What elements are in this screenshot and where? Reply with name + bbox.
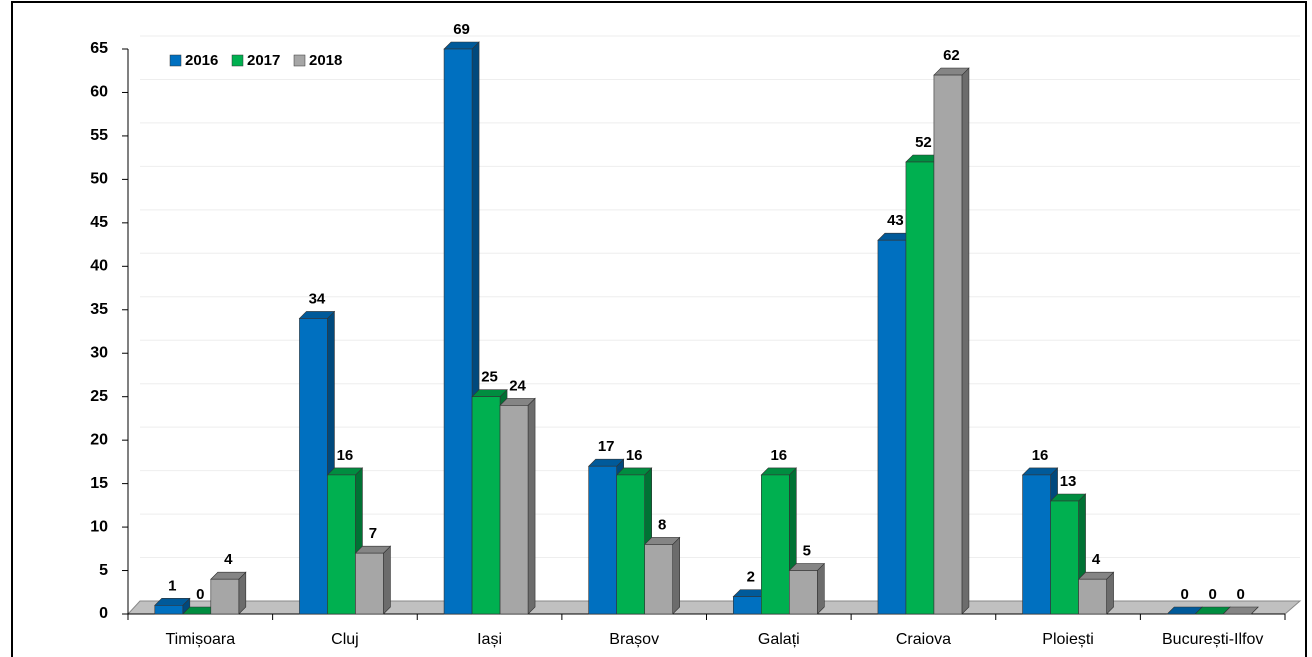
bar	[761, 474, 790, 615]
x-tick-label: Ploiești	[1042, 631, 1094, 648]
value-label: 16	[337, 447, 354, 464]
bar	[1022, 474, 1051, 615]
value-label: 8	[658, 516, 666, 533]
bar	[1050, 500, 1079, 615]
y-tick-label: 30	[90, 344, 108, 361]
bar	[644, 544, 673, 615]
bar	[616, 474, 645, 615]
value-label: 4	[224, 551, 233, 568]
value-label: 0	[1209, 586, 1217, 603]
frame	[11, 1, 1307, 657]
y-tick-label: 55	[90, 127, 108, 144]
bar	[789, 570, 818, 615]
y-tick-label: 40	[90, 258, 108, 275]
legend-label: 2016	[185, 52, 218, 69]
bar	[355, 552, 384, 615]
y-tick-label: 10	[90, 518, 108, 535]
value-label: 69	[453, 21, 470, 38]
bar-side	[817, 562, 825, 615]
bar	[588, 465, 617, 615]
bar	[327, 474, 356, 615]
x-tick-label: Cluj	[331, 631, 359, 648]
x-tick-label: Galați	[758, 631, 800, 648]
bar	[471, 396, 501, 615]
x-tick-label: Brașov	[609, 631, 659, 648]
bar	[443, 48, 473, 615]
bar	[154, 605, 184, 615]
value-label: 0	[1237, 586, 1245, 603]
bar-side	[383, 545, 391, 615]
x-tick-label: Craiova	[896, 631, 951, 648]
value-label: 7	[369, 525, 377, 542]
value-label: 52	[915, 134, 932, 151]
bar	[210, 578, 240, 615]
x-tick-label: Timișoara	[165, 631, 235, 648]
y-tick-label: 35	[90, 301, 108, 318]
bar-side	[672, 536, 680, 615]
bar	[905, 161, 935, 615]
value-label: 16	[626, 447, 643, 464]
bar-top	[1222, 606, 1259, 615]
legend-label: 2018	[309, 52, 342, 69]
bar-side	[527, 397, 536, 615]
y-tick-label: 25	[90, 388, 108, 405]
bar	[299, 318, 328, 615]
value-label: 4	[1092, 551, 1101, 568]
value-label: 24	[509, 377, 526, 394]
value-label: 5	[803, 543, 811, 560]
value-label: 16	[770, 447, 787, 464]
x-tick-label: București-Ilfov	[1162, 631, 1263, 648]
value-label: 62	[943, 47, 960, 64]
value-label: 17	[598, 438, 615, 455]
y-tick-label: 5	[99, 562, 108, 579]
value-label: 0	[196, 586, 204, 603]
value-label: 34	[309, 290, 326, 307]
value-label: 1	[168, 577, 176, 594]
y-tick-label: 45	[90, 214, 108, 231]
legend-swatch	[293, 54, 306, 67]
bar	[499, 405, 529, 615]
y-tick-label: 50	[90, 171, 108, 188]
value-label: 0	[1181, 586, 1189, 603]
value-label: 16	[1032, 447, 1049, 464]
value-label: 2	[747, 569, 755, 586]
y-tick-label: 0	[99, 605, 108, 622]
bar-side	[961, 67, 970, 615]
bar	[933, 74, 963, 615]
value-label: 43	[887, 212, 904, 229]
bar	[877, 239, 907, 615]
y-tick-label: 65	[90, 40, 108, 57]
legend-label: 2017	[247, 52, 280, 69]
legend-swatch	[231, 54, 244, 67]
value-label: 25	[481, 369, 498, 386]
bar	[1078, 578, 1107, 615]
y-tick-label: 20	[90, 431, 108, 448]
y-tick-label: 15	[90, 475, 108, 492]
legend-swatch	[169, 54, 182, 67]
bar	[733, 596, 762, 615]
y-tick-label: 60	[90, 84, 108, 101]
x-tick-label: Iași	[477, 631, 502, 648]
value-label: 13	[1060, 473, 1077, 490]
